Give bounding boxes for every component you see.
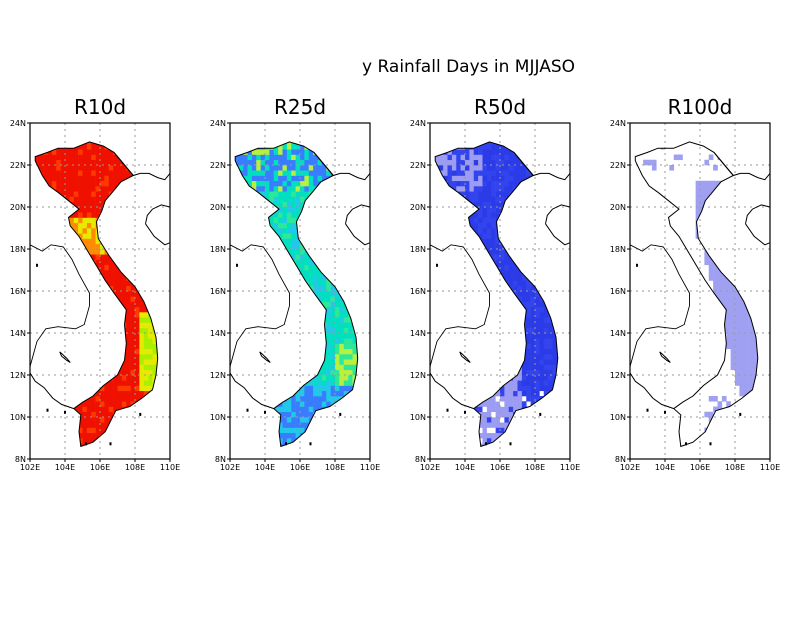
x-tick-label: 108E bbox=[325, 463, 345, 472]
x-tick-label: 106E bbox=[290, 463, 310, 472]
y-tick-label: 10N bbox=[210, 413, 226, 422]
y-tick-label: 8N bbox=[215, 455, 226, 464]
gridlines bbox=[230, 123, 370, 459]
y-tick-label: 10N bbox=[410, 413, 426, 422]
x-tick-label: 106E bbox=[490, 463, 510, 472]
y-tick-label: 22N bbox=[10, 161, 26, 170]
y-tick-label: 20N bbox=[10, 203, 26, 212]
y-tick-label: 24N bbox=[410, 119, 426, 128]
y-tick-label: 14N bbox=[610, 329, 626, 338]
y-tick-label: 12N bbox=[210, 371, 226, 380]
y-tick-label: 22N bbox=[210, 161, 226, 170]
coastlines bbox=[229, 141, 371, 448]
x-tick-label: 104E bbox=[255, 463, 275, 472]
y-tick-label: 12N bbox=[410, 371, 426, 380]
data-field bbox=[35, 141, 158, 447]
y-tick-label: 20N bbox=[610, 203, 626, 212]
y-tick-label: 20N bbox=[210, 203, 226, 212]
panel-title: R10d bbox=[74, 95, 126, 119]
x-tick-label: 110E bbox=[760, 463, 780, 472]
y-tick-label: 8N bbox=[415, 455, 426, 464]
gridlines bbox=[30, 123, 170, 459]
y-tick-label: 18N bbox=[410, 245, 426, 254]
map-panel: R100d 8N 10N 12N 14N 16N 18N 20N 22N 24N 102E 104E 1… bbox=[610, 95, 780, 472]
x-tick-label: 102E bbox=[620, 463, 640, 472]
axis-ticks: 8N 10N 12N 14N 16N 18N 20N 22N 24N 102E 104E 106E 10… bbox=[210, 119, 380, 472]
y-tick-label: 14N bbox=[210, 329, 226, 338]
y-tick-label: 12N bbox=[10, 371, 26, 380]
data-field bbox=[235, 141, 358, 447]
panel-title: R25d bbox=[274, 95, 326, 119]
map-panel: R10d 8N 10N 12N 14N 16N 18N 20N 22N 24N 102E 104E 10… bbox=[10, 95, 180, 472]
y-tick-label: 18N bbox=[10, 245, 26, 254]
y-tick-label: 18N bbox=[210, 245, 226, 254]
x-tick-label: 108E bbox=[125, 463, 145, 472]
x-tick-label: 106E bbox=[90, 463, 110, 472]
gridlines bbox=[630, 123, 770, 459]
x-tick-label: 108E bbox=[525, 463, 545, 472]
y-tick-label: 12N bbox=[610, 371, 626, 380]
gridlines bbox=[430, 123, 570, 459]
y-tick-label: 18N bbox=[610, 245, 626, 254]
x-tick-label: 110E bbox=[360, 463, 380, 472]
x-tick-label: 110E bbox=[160, 463, 180, 472]
y-tick-label: 10N bbox=[610, 413, 626, 422]
y-tick-label: 24N bbox=[10, 119, 26, 128]
x-tick-label: 104E bbox=[655, 463, 675, 472]
y-tick-label: 22N bbox=[610, 161, 626, 170]
x-tick-label: 104E bbox=[455, 463, 475, 472]
y-tick-label: 8N bbox=[615, 455, 626, 464]
y-tick-label: 16N bbox=[10, 287, 26, 296]
y-tick-label: 24N bbox=[210, 119, 226, 128]
panel-title: R50d bbox=[474, 95, 526, 119]
y-tick-label: 20N bbox=[410, 203, 426, 212]
y-tick-label: 16N bbox=[410, 287, 426, 296]
y-tick-label: 16N bbox=[210, 287, 226, 296]
y-tick-label: 24N bbox=[610, 119, 626, 128]
y-tick-label: 14N bbox=[10, 329, 26, 338]
x-tick-label: 110E bbox=[560, 463, 580, 472]
x-tick-label: 104E bbox=[55, 463, 75, 472]
y-tick-label: 8N bbox=[15, 455, 26, 464]
panel-title: R100d bbox=[668, 95, 733, 119]
y-tick-label: 16N bbox=[610, 287, 626, 296]
map-panel: R50d 8N 10N 12N 14N 16N 18N 20N 22N 24N 102E 104E 10… bbox=[410, 95, 580, 472]
figure-title: y Rainfall Days in MJJASO bbox=[362, 57, 575, 77]
y-tick-label: 10N bbox=[10, 413, 26, 422]
x-tick-label: 108E bbox=[725, 463, 745, 472]
map-panel: R25d 8N 10N 12N 14N 16N 18N 20N 22N 24N 102E 104E 10… bbox=[210, 95, 380, 472]
axis-ticks: 8N 10N 12N 14N 16N 18N 20N 22N 24N 102E 104E 106E 10… bbox=[410, 119, 580, 472]
x-tick-label: 102E bbox=[220, 463, 240, 472]
map-panels: R10d 8N 10N 12N 14N 16N 18N 20N 22N 24N 102E 104E 10… bbox=[10, 95, 780, 472]
x-tick-label: 102E bbox=[20, 463, 40, 472]
x-tick-label: 106E bbox=[690, 463, 710, 472]
axis-ticks: 8N 10N 12N 14N 16N 18N 20N 22N 24N 102E 104E 106E 10… bbox=[610, 119, 780, 472]
axis-ticks: 8N 10N 12N 14N 16N 18N 20N 22N 24N 102E 104E 106E 10… bbox=[10, 119, 180, 472]
x-tick-label: 102E bbox=[420, 463, 440, 472]
data-field bbox=[435, 141, 558, 447]
y-tick-label: 14N bbox=[410, 329, 426, 338]
y-tick-label: 22N bbox=[410, 161, 426, 170]
